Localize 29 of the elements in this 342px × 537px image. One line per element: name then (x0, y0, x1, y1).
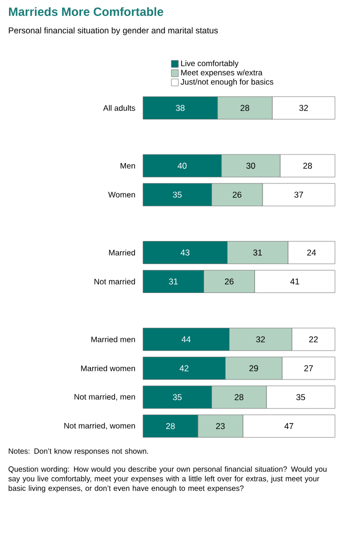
data-label: 22 (309, 336, 318, 342)
data-label: 43 (180, 250, 190, 256)
data-label: 28 (166, 423, 175, 430)
data-label: 30 (246, 162, 256, 169)
data-label: 24 (307, 250, 316, 256)
data-label: 31 (253, 250, 262, 256)
data-label: 44 (182, 336, 191, 342)
data-label: 35 (172, 394, 182, 400)
data-label: 32 (299, 104, 308, 111)
data-label: 38 (176, 104, 185, 111)
chart-title: Marrieds More Comfortable (8, 7, 164, 16)
data-label: 40 (178, 162, 187, 169)
data-label: 28 (303, 162, 312, 169)
data-label: 28 (234, 394, 244, 400)
data-label: 23 (216, 423, 225, 430)
data-label: 27 (304, 365, 313, 372)
data-label: 42 (180, 365, 188, 372)
data-label: 37 (294, 192, 304, 198)
data-label: 29 (249, 365, 258, 372)
data-label: 32 (256, 336, 265, 342)
data-label: 26 (224, 278, 234, 284)
data-label: 41 (290, 278, 300, 284)
data-label: 35 (296, 394, 306, 400)
data-label: 47 (284, 423, 294, 430)
data-label: 28 (240, 104, 250, 111)
data-label: 31 (168, 278, 178, 284)
chart-subtitle: Personal financial situation by gender and marital status (8, 27, 218, 36)
data-label: 26 (232, 192, 242, 198)
data-label: 35 (172, 192, 182, 198)
